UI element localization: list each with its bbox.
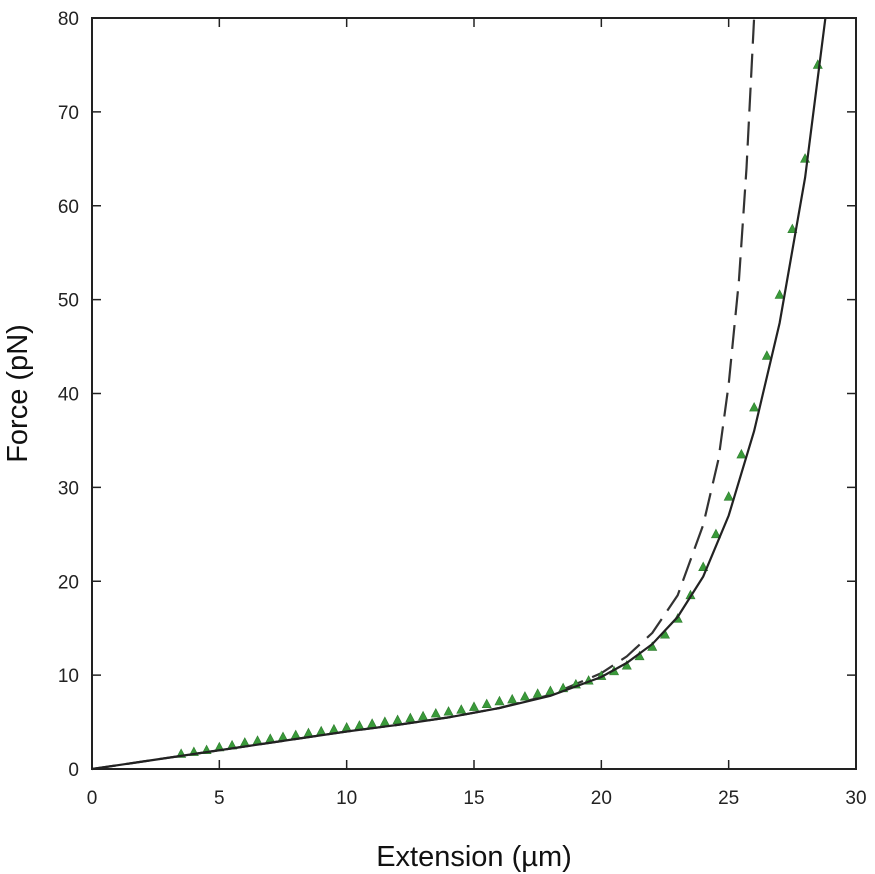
dashed-model-line [91, 17, 756, 771]
plot-frame [91, 17, 857, 770]
data-point-triangle [328, 723, 339, 734]
y-tick-label: 70 [58, 103, 79, 124]
data-point-triangle [354, 720, 365, 730]
data-point-triangle [787, 223, 798, 234]
data-point-triangle [774, 289, 785, 299]
fit-curve-line [91, 17, 827, 771]
data-point-triangle [392, 714, 403, 724]
data-point-triangle [761, 350, 772, 360]
data-point-triangle [443, 706, 454, 716]
x-tick-label: 5 [214, 788, 225, 809]
data-point-triangle [469, 701, 479, 711]
x-tick-label: 10 [336, 788, 357, 809]
fit-curve-layer [91, 17, 827, 771]
data-point-triangle [736, 448, 747, 459]
y-tick-label: 20 [58, 572, 79, 593]
data-point-triangle [430, 707, 441, 718]
data-points-layer [176, 59, 823, 758]
data-point-triangle [418, 710, 429, 721]
data-point-triangle [367, 718, 378, 728]
x-axis-title: Extension (µm) [376, 841, 572, 873]
data-point-triangle [379, 716, 390, 726]
data-point-triangle [507, 693, 518, 704]
x-tick-label: 25 [718, 788, 739, 809]
x-tick-label: 15 [463, 788, 484, 809]
y-tick-label: 50 [58, 291, 79, 312]
data-point-triangle [481, 698, 492, 709]
y-tick-label: 10 [58, 666, 79, 687]
y-tick-label: 40 [58, 385, 79, 406]
data-point-triangle [710, 528, 721, 539]
y-axis-title: Force (pN) [2, 324, 34, 463]
y-tick-label: 30 [58, 478, 79, 499]
data-point-triangle [405, 712, 416, 723]
data-point-triangle [341, 722, 352, 732]
data-point-triangle [749, 401, 760, 412]
y-tick-label: 0 [68, 760, 79, 781]
y-tick-label: 60 [58, 197, 79, 218]
data-point-triangle [456, 704, 467, 714]
y-tick-label: 80 [58, 9, 79, 30]
dashed-model-layer [91, 17, 756, 771]
data-point-triangle [532, 688, 543, 698]
x-tick-label: 30 [845, 788, 866, 809]
x-tick-label: 0 [87, 788, 98, 809]
data-point-triangle [723, 491, 734, 501]
ticks-layer: 0 5 10 15 20 25 30 0 10 20 30 40 50 60 70 80 [58, 9, 867, 809]
x-tick-label: 20 [591, 788, 612, 809]
data-point-triangle [545, 685, 556, 695]
data-point-triangle [519, 691, 530, 701]
data-point-triangle [494, 695, 505, 706]
